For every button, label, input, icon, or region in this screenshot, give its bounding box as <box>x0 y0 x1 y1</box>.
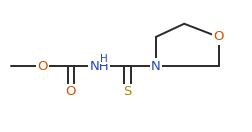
Text: N: N <box>150 60 160 72</box>
Text: O: O <box>212 30 223 43</box>
Text: O: O <box>65 85 76 98</box>
Text: NH: NH <box>89 60 109 72</box>
Text: O: O <box>37 60 48 72</box>
Text: S: S <box>123 85 131 98</box>
Text: H: H <box>100 54 107 64</box>
Text: NH: NH <box>89 60 109 72</box>
